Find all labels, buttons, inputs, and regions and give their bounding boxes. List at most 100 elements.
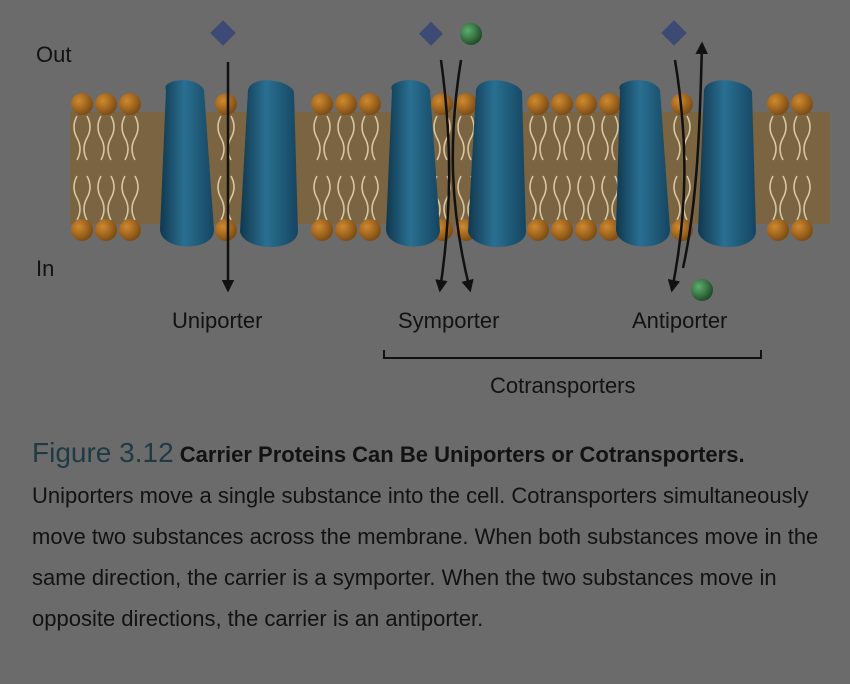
lipid-tail [371,175,379,221]
lipid-head [95,219,117,241]
antiporter-arrow-in [667,59,686,293]
lipid-tail [83,175,91,221]
figure-title: Carrier Proteins Can Be Uniporters or Co… [179,442,745,467]
lipid-tail [769,175,777,221]
uniporter-protein [160,80,298,247]
symporter-arrow-sphere [451,59,474,293]
lipid-tail [121,175,129,221]
lipid-tail [539,115,547,161]
antiporter-sphere-solute [691,279,713,301]
lipid-head [767,219,789,241]
lipid-tail [361,175,369,221]
uniporter-diamond-solute [210,20,236,46]
lipid-head [359,219,381,241]
lipid-head [215,93,237,115]
lipid-head [791,93,813,115]
lipid-head [311,93,333,115]
symporter-arrow-diamond [435,59,451,293]
lipid-tail [313,175,321,221]
lipid-tail [217,115,225,161]
antiporter-protein [616,80,756,247]
lipid-tail [529,115,537,161]
lipid-tail [673,175,681,221]
lipid-tail [323,115,331,161]
lipid-head [575,93,597,115]
lipid-tail [601,115,609,161]
lipid-tail [577,115,585,161]
lipid-tail [769,115,777,161]
lipid-tail [779,115,787,161]
antiporter-label: Antiporter [632,308,728,333]
lipid-tail [577,175,585,221]
lipid-head [335,93,357,115]
lipid-tail [803,175,811,221]
lipid-head [359,93,381,115]
uniporter-label: Uniporter [172,308,263,333]
lipid-head [431,93,453,115]
lipid-head [455,93,477,115]
lipid-tail [97,175,105,221]
antiporter-diamond-solute [661,20,687,46]
lipid-head [215,219,237,241]
lipid-head [791,219,813,241]
lipid-head [335,219,357,241]
lipid-tail [803,115,811,161]
lipid-tail [467,115,475,161]
lipid-tail [529,175,537,221]
lipid-tail [107,175,115,221]
cotransporters-label: Cotransporters [490,373,636,398]
lipid-tail [97,115,105,161]
lipid-tail [683,175,691,221]
lipid-tail [457,115,465,161]
lipid-tail [601,175,609,221]
lipid-tail [587,175,595,221]
lipid-head [575,219,597,241]
lipid-head [311,219,333,241]
symporter-protein [386,80,526,247]
lipid-head [95,93,117,115]
lipid-tail [131,175,139,221]
lipid-tail [83,115,91,161]
lipid-tail [793,115,801,161]
figure-body: Uniporters move a single substance into … [32,483,819,631]
lipid-head [599,93,621,115]
lipid-tail [457,175,465,221]
lipid-tail [323,175,331,221]
lipid-tail [443,115,451,161]
lipid-tail [371,115,379,161]
lipid-tail [563,115,571,161]
antiporter-arrow-out [681,41,708,269]
lipid-tail [107,115,115,161]
outside-label: Out [36,42,72,67]
lipid-tail [337,115,345,161]
inside-label: In [36,256,55,281]
figure-caption: Figure 3.12 Carrier Proteins Can Be Unip… [32,432,832,639]
phospholipid-bilayer [71,93,813,241]
cotransporters-bracket [383,350,762,359]
lipid-tail [361,115,369,161]
lipid-tail [347,115,355,161]
lipid-tail [313,115,321,161]
lipid-tail [73,175,81,221]
lipid-tail [553,115,561,161]
lipid-head [119,219,141,241]
lipid-tail [779,175,787,221]
lipid-head [551,219,573,241]
lipid-tail [553,175,561,221]
lipid-head [527,219,549,241]
lipid-tail [539,175,547,221]
lipid-head [599,219,621,241]
lipid-tail [347,175,355,221]
lipid-tail [73,115,81,161]
lipid-tail [121,115,129,161]
lipid-tail [563,175,571,221]
carrier-protein-diagram [70,20,830,359]
lipid-tail [587,115,595,161]
figure-label: Figure 3.12 [32,437,174,468]
symporter-label: Symporter [398,308,500,333]
lipid-head [527,93,549,115]
lipid-tail [673,115,681,161]
lipid-head [71,93,93,115]
lipid-tail [337,175,345,221]
lipid-tail [131,115,139,161]
